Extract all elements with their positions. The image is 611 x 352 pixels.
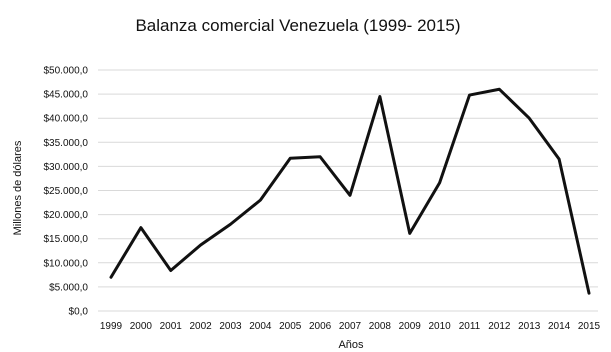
- x-axis-label: Años: [338, 339, 364, 351]
- y-tick-label: $45.000,0: [44, 90, 89, 101]
- x-tick-label: 2012: [488, 321, 511, 332]
- x-tick-label: 2010: [429, 321, 452, 332]
- x-tick-label: 1999: [100, 321, 123, 332]
- x-tick-label: 2009: [399, 321, 422, 332]
- x-tick-label: 2004: [249, 321, 272, 332]
- x-tick-label: 2013: [518, 321, 541, 332]
- series-line: [109, 87, 591, 295]
- y-tick-label: $0,0: [69, 307, 89, 318]
- x-tick-label: 2000: [130, 321, 153, 332]
- x-tick-label: 2003: [219, 321, 242, 332]
- y-tick-label: $25.000,0: [44, 186, 89, 197]
- y-tick-label: $5.000,0: [49, 282, 88, 293]
- x-tick-label: 2011: [459, 321, 481, 332]
- x-tick-label: 2007: [339, 321, 362, 332]
- y-tick-label: $10.000,0: [44, 258, 89, 269]
- x-tick-label: 2002: [190, 321, 213, 332]
- x-tick-label: 2015: [578, 321, 601, 332]
- y-tick-label: $30.000,0: [44, 162, 89, 173]
- y-tick-label: $40.000,0: [44, 114, 89, 125]
- y-tick-label: $15.000,0: [44, 234, 89, 245]
- chart-title: Balanza comercial Venezuela (1999- 2015): [135, 16, 460, 35]
- x-tick-label: 2006: [309, 321, 332, 332]
- x-axis-ticks: 1999 2000 2001 2002 2003 2004 2005 2006 2007 2008…: [100, 321, 601, 332]
- x-tick-label: 2008: [369, 321, 392, 332]
- y-tick-label: $35.000,0: [44, 138, 89, 149]
- x-tick-label: 2005: [279, 321, 302, 332]
- x-tick-label: 2001: [160, 321, 183, 332]
- series-layer: [109, 87, 591, 295]
- x-tick-label: 2014: [548, 321, 571, 332]
- y-tick-label: $20.000,0: [44, 210, 89, 221]
- y-tick-label: $50.000,0: [44, 66, 89, 77]
- y-axis-label: Millones de dólares: [12, 140, 24, 235]
- y-axis-ticks: $0,0 $5.000,0 $10.000,0 $15.000,0 $20.000,0 $…: [44, 66, 89, 318]
